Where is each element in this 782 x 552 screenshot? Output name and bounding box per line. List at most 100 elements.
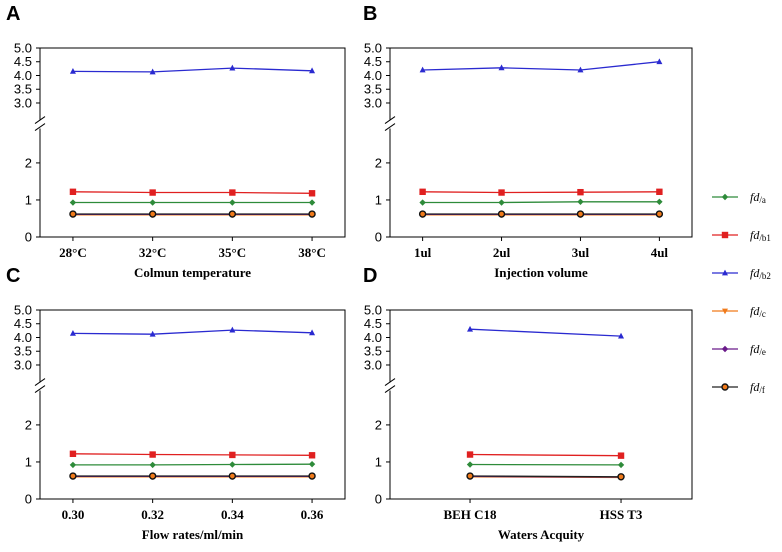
- data-point: [308, 452, 316, 459]
- series-fd-b2: [419, 58, 663, 73]
- series-fd-a: [466, 461, 625, 469]
- axis-break-mark: [34, 378, 46, 386]
- y-tick-label: 4.0: [14, 330, 32, 345]
- data-point: [229, 189, 236, 196]
- data-point: [149, 189, 156, 196]
- y-tick-label: 1: [375, 454, 382, 469]
- y-tick-label: 3.0: [14, 95, 32, 110]
- series-line: [470, 453, 622, 457]
- series-line: [72, 453, 313, 456]
- y-tick-label: 3.0: [364, 95, 382, 110]
- x-tick-label: HSS T3: [600, 507, 643, 522]
- series-fd-f: [69, 472, 316, 480]
- series-line: [72, 463, 313, 466]
- data-point: [656, 58, 663, 65]
- data-point: [69, 472, 77, 480]
- data-point: [69, 329, 76, 336]
- series-fd-b2: [467, 325, 625, 339]
- y-tick-label: 2: [25, 417, 32, 432]
- y-tick-label: 2: [375, 417, 382, 432]
- data-point: [419, 199, 426, 206]
- legend-entry: fd/e: [712, 342, 766, 357]
- x-tick-label: BEH C18: [443, 507, 497, 522]
- axis-break-mark: [384, 385, 396, 393]
- series-fd-c: [69, 212, 316, 219]
- y-tick-label: 0: [375, 492, 382, 507]
- data-point: [69, 450, 77, 458]
- axis-break-mark: [384, 378, 396, 386]
- series-fd-c: [419, 212, 663, 219]
- legend-marker: [721, 231, 729, 239]
- series-fd-b2: [69, 64, 316, 75]
- data-point: [419, 188, 426, 196]
- data-point: [577, 66, 584, 73]
- y-tick-label: 3.5: [364, 344, 382, 359]
- series-line: [72, 329, 313, 335]
- y-tick-label: 3.5: [14, 344, 32, 359]
- x-axis-label: Flow rates/ml/min: [142, 527, 244, 542]
- series-fd-b1: [419, 188, 663, 196]
- data-point: [308, 190, 316, 197]
- x-axis-label: Injection volume: [494, 265, 588, 280]
- data-point: [576, 210, 585, 218]
- panel-A: A 0 1 2 3.03.54.04.55.0 28°C 32°C 35°C 38°C Colmu…: [6, 3, 346, 280]
- data-point: [149, 461, 156, 469]
- data-point: [149, 68, 156, 75]
- data-point: [655, 210, 664, 218]
- panel-C: C 0 1 2 3.03.54.04.55.0 0.30 0.32 0.34 0.36 Flow …: [6, 265, 346, 542]
- panel-B: B 0 1 2 3.03.54.04.55.0 1ul 2ul 3ul 4ul Injection…: [363, 3, 693, 280]
- data-point: [229, 326, 236, 333]
- x-tick-label: 0.30: [62, 507, 85, 522]
- y-tick-label: 5.0: [14, 303, 32, 318]
- legend: fd/a fd/b1 fd/b2 fd/c fd/e fd/f: [712, 190, 771, 395]
- y-tick-label: 2: [25, 155, 32, 170]
- data-point: [498, 199, 505, 206]
- data-point: [149, 330, 156, 337]
- data-point: [309, 67, 316, 74]
- series-line: [470, 328, 622, 337]
- x-tick-label: 38°C: [298, 245, 326, 260]
- data-point: [617, 461, 625, 469]
- axis-break-mark: [384, 116, 396, 124]
- data-point: [149, 451, 156, 458]
- data-point: [69, 210, 77, 218]
- y-tick-label: 4.5: [14, 316, 32, 331]
- data-point: [69, 67, 76, 74]
- axis-break-mark: [34, 116, 46, 124]
- legend-entry: fd/c: [712, 304, 766, 319]
- data-point: [229, 199, 236, 206]
- axis-break-gap: [387, 120, 393, 129]
- axis-break-gap: [387, 382, 393, 391]
- y-tick-label: 2: [375, 155, 382, 170]
- data-point: [308, 460, 316, 468]
- series-fd-f: [418, 210, 664, 218]
- x-axis-label: Colmun temperature: [134, 265, 251, 280]
- legend-label: fd/f: [750, 380, 765, 395]
- y-tick-label: 4.0: [364, 330, 382, 345]
- data-point: [308, 210, 316, 218]
- y-tick-label: 3.5: [14, 82, 32, 97]
- data-point: [228, 210, 237, 218]
- data-point: [229, 461, 236, 468]
- y-tick-label: 3.0: [364, 357, 382, 372]
- axis-break-mark: [34, 385, 46, 393]
- data-point: [149, 199, 156, 206]
- y-tick-label: 3.0: [14, 357, 32, 372]
- x-tick-label: 4ul: [651, 245, 669, 260]
- legend-marker: [721, 193, 729, 201]
- y-tick-label: 0: [25, 492, 32, 507]
- x-tick-label: 0.36: [301, 507, 324, 522]
- series-fd-c: [69, 474, 316, 481]
- data-point: [656, 188, 663, 196]
- series-fd-a: [69, 199, 316, 206]
- legend-marker: [722, 269, 728, 276]
- data-point: [308, 199, 316, 206]
- panel-D: D 0 1 2 3.03.54.04.55.0 BEH C18 HSS T3 Waters A…: [363, 265, 693, 542]
- panel-letter: B: [363, 3, 377, 25]
- y-tick-label: 4.5: [14, 54, 32, 69]
- axis-break-mark: [384, 123, 396, 131]
- data-point: [466, 461, 474, 468]
- plot-frame: [39, 309, 346, 500]
- legend-entry: fd/b2: [712, 266, 771, 281]
- x-tick-label: 0.34: [221, 507, 244, 522]
